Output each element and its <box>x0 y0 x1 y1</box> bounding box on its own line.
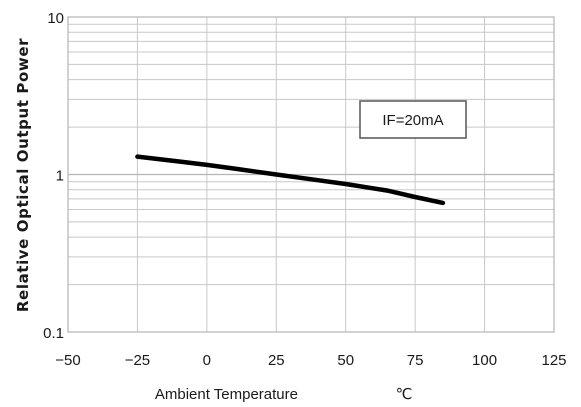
x-axis-title: Ambient Temperature <box>155 386 298 403</box>
y-tick-label: 0.1 <box>43 325 64 342</box>
series-group <box>135 154 446 206</box>
x-tick-label: 50 <box>337 352 354 369</box>
x-tick-label: 25 <box>268 352 285 369</box>
x-tick-label: −25 <box>125 352 150 369</box>
y-tick-label: 1 <box>56 168 64 185</box>
plot-frame <box>67 16 555 333</box>
annotation-label: IF=20mA <box>382 112 443 129</box>
x-tick-labels: −50 −25 0 25 50 75 100 125 <box>55 352 566 369</box>
annotation-box: IF=20mA <box>359 100 467 139</box>
x-axis-unit: ℃ <box>396 386 413 403</box>
y-tick-labels: 0.1 1 10 <box>43 10 64 342</box>
x-tick-label: 125 <box>541 352 566 369</box>
grid <box>68 17 554 332</box>
y-tick-label: 10 <box>47 10 64 27</box>
series-line <box>135 154 446 206</box>
x-tick-label: −50 <box>55 352 80 369</box>
y-axis-title: Relative Optical Output Power <box>14 38 32 312</box>
x-tick-label: 0 <box>203 352 211 369</box>
annotation-frame <box>359 100 467 139</box>
x-tick-label: 100 <box>472 352 497 369</box>
x-tick-label: 75 <box>407 352 424 369</box>
